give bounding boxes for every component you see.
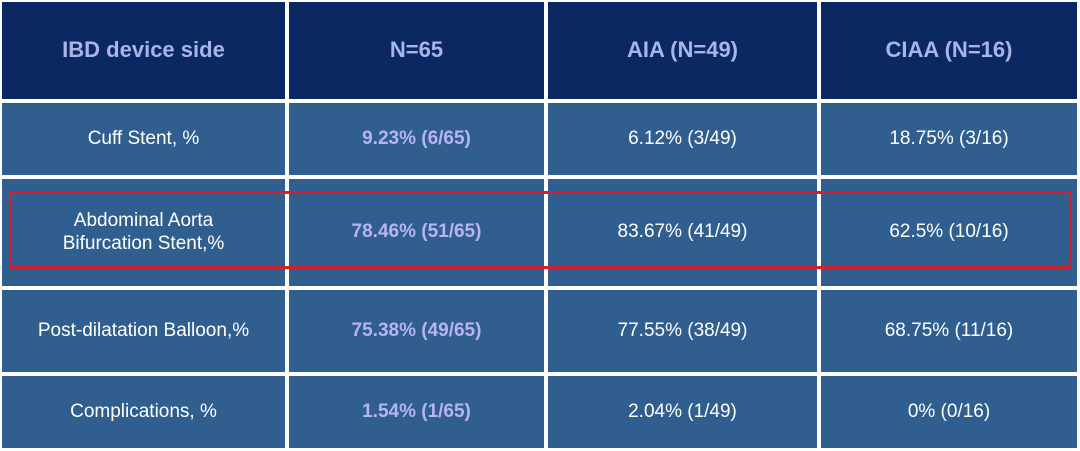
- cell-complications-aia: 2.04% (1/49): [548, 376, 817, 448]
- row-label-complications: Complications, %: [2, 376, 285, 448]
- cell-bifurcation-stent-aia: 83.67% (41/49): [548, 179, 817, 286]
- header-cell-ciaa: CIAA (N=16): [821, 2, 1077, 99]
- row-label-cuff-stent: Cuff Stent, %: [2, 103, 285, 175]
- cell-bifurcation-stent-total: 78.46% (51/65): [289, 179, 544, 286]
- header-cell-device-side: IBD device side: [2, 2, 285, 99]
- cell-cuff-stent-aia: 6.12% (3/49): [548, 103, 817, 175]
- cell-cuff-stent-ciaa: 18.75% (3/16): [821, 103, 1077, 175]
- header-cell-aia: AIA (N=49): [548, 2, 817, 99]
- cell-complications-total: 1.54% (1/65): [289, 376, 544, 448]
- header-cell-total: N=65: [289, 2, 544, 99]
- cell-balloon-aia: 77.55% (38/49): [548, 290, 817, 372]
- cell-cuff-stent-total: 9.23% (6/65): [289, 103, 544, 175]
- cell-complications-ciaa: 0% (0/16): [821, 376, 1077, 448]
- row-label-post-dilatation-balloon: Post-dilatation Balloon,%: [2, 290, 285, 372]
- row-label-bifurcation-stent: Abdominal Aorta Bifurcation Stent,%: [2, 179, 285, 286]
- cell-balloon-ciaa: 68.75% (11/16): [821, 290, 1077, 372]
- cell-bifurcation-stent-ciaa: 62.5% (10/16): [821, 179, 1077, 286]
- cell-balloon-total: 75.38% (49/65): [289, 290, 544, 372]
